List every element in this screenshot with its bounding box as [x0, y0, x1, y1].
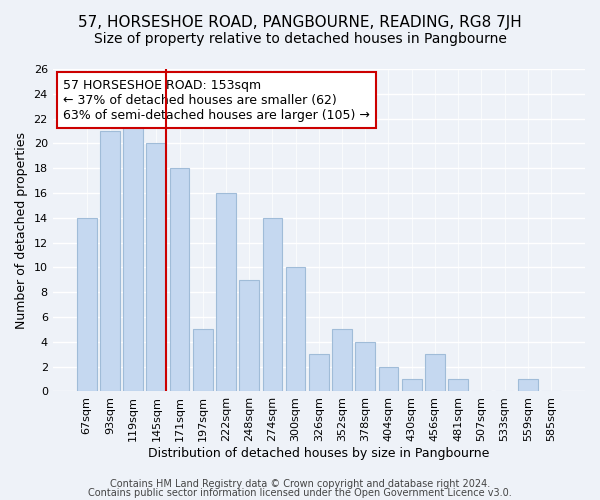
- X-axis label: Distribution of detached houses by size in Pangbourne: Distribution of detached houses by size …: [148, 447, 490, 460]
- Bar: [402, 379, 422, 392]
- Bar: [263, 218, 282, 392]
- Text: 57 HORSESHOE ROAD: 153sqm
← 37% of detached houses are smaller (62)
63% of semi-: 57 HORSESHOE ROAD: 153sqm ← 37% of detac…: [64, 78, 370, 122]
- Bar: [123, 118, 143, 392]
- Bar: [146, 144, 166, 392]
- Text: Contains public sector information licensed under the Open Government Licence v3: Contains public sector information licen…: [88, 488, 512, 498]
- Bar: [170, 168, 190, 392]
- Bar: [425, 354, 445, 392]
- Bar: [77, 218, 97, 392]
- Bar: [332, 330, 352, 392]
- Bar: [239, 280, 259, 392]
- Bar: [193, 330, 212, 392]
- Text: 57, HORSESHOE ROAD, PANGBOURNE, READING, RG8 7JH: 57, HORSESHOE ROAD, PANGBOURNE, READING,…: [78, 15, 522, 30]
- Bar: [309, 354, 329, 392]
- Text: Contains HM Land Registry data © Crown copyright and database right 2024.: Contains HM Land Registry data © Crown c…: [110, 479, 490, 489]
- Bar: [216, 193, 236, 392]
- Bar: [379, 366, 398, 392]
- Bar: [355, 342, 375, 392]
- Y-axis label: Number of detached properties: Number of detached properties: [15, 132, 28, 328]
- Bar: [448, 379, 468, 392]
- Bar: [286, 268, 305, 392]
- Text: Size of property relative to detached houses in Pangbourne: Size of property relative to detached ho…: [94, 32, 506, 46]
- Bar: [518, 379, 538, 392]
- Bar: [100, 131, 120, 392]
